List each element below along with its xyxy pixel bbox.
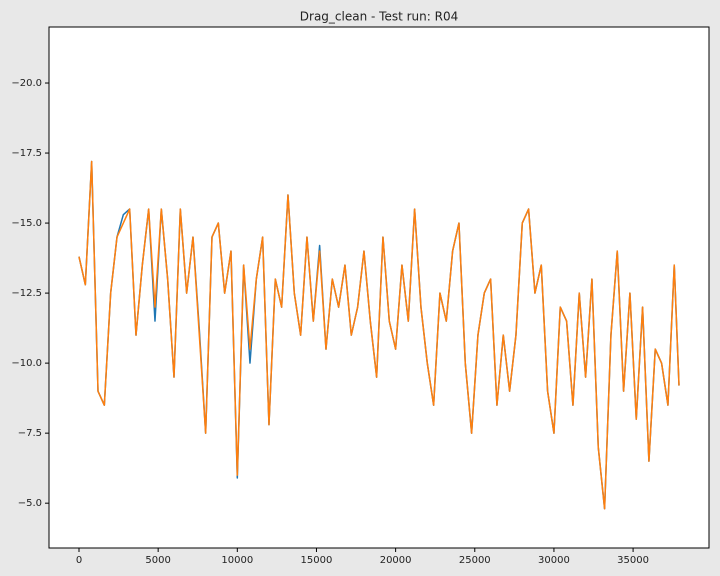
y-tick-label: −7.5 [18, 428, 42, 439]
x-tick-label: 30000 [538, 555, 570, 566]
x-tick-label: 15000 [301, 555, 333, 566]
x-tick-label: 20000 [380, 555, 412, 566]
x-tick-label: 35000 [617, 555, 649, 566]
x-tick-label: 0 [76, 555, 82, 566]
y-tick-label: −20.0 [11, 78, 42, 89]
y-tick-label: −5.0 [18, 498, 42, 509]
chart-title: Drag_clean - Test run: R04 [300, 10, 458, 24]
x-tick-label: 25000 [459, 555, 491, 566]
plot-area [48, 26, 710, 549]
y-tick-label: −12.5 [11, 288, 42, 299]
y-tick-label: −10.0 [11, 358, 42, 369]
series-line [78, 160, 680, 510]
y-tick-label: −17.5 [11, 148, 42, 159]
x-tick-label: 10000 [221, 555, 253, 566]
y-tick-label: −15.0 [11, 218, 42, 229]
x-tick-label: 5000 [145, 555, 170, 566]
